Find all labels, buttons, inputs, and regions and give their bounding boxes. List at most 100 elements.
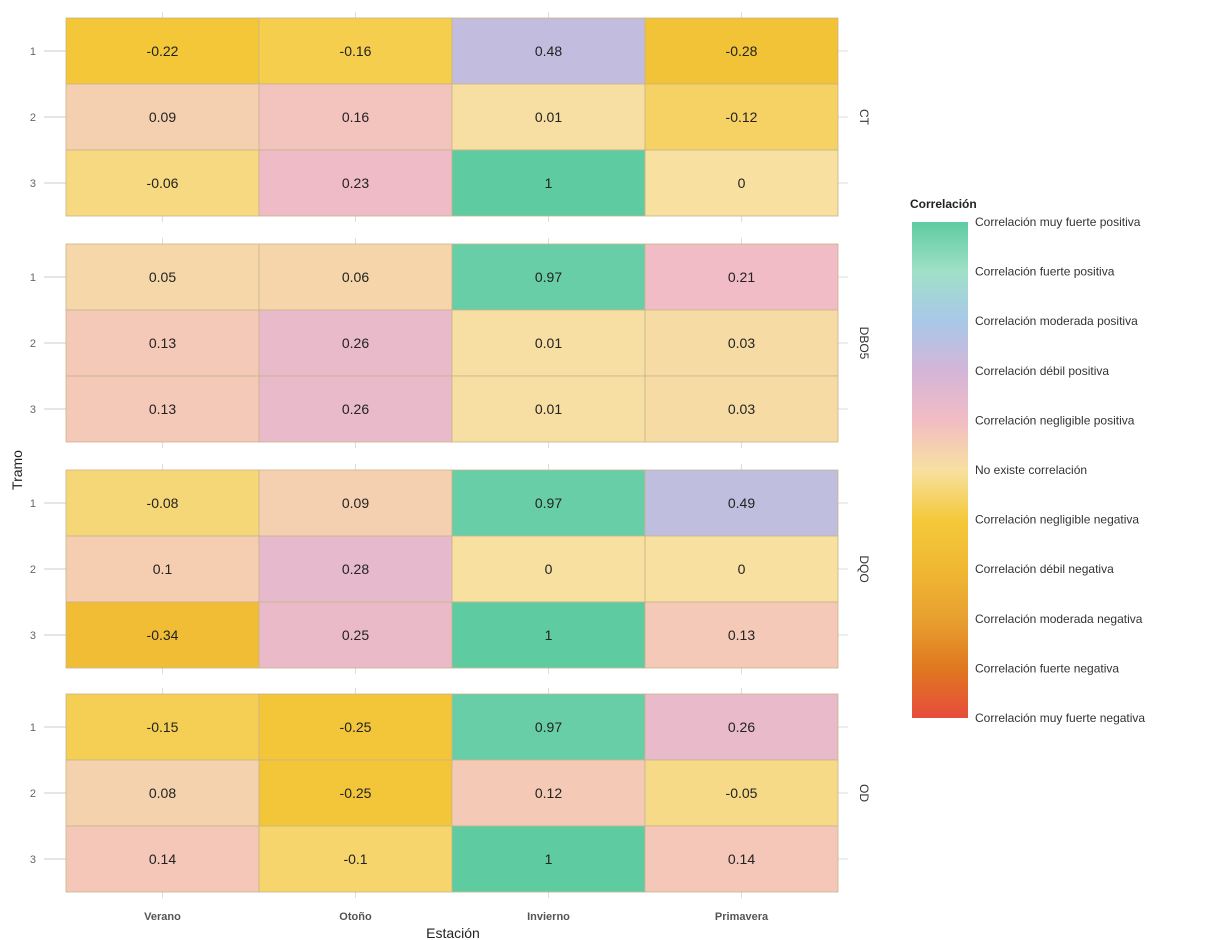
heatmap-cell xyxy=(65,17,260,85)
legend-label: Correlación negligible positiva xyxy=(975,413,1135,427)
heatmap-cell xyxy=(258,693,453,761)
heatmap-cell xyxy=(451,601,646,669)
y-tick-label: 2 xyxy=(30,564,36,576)
y-tick-label: 1 xyxy=(30,46,36,58)
heatmap-cell xyxy=(258,243,453,311)
heatmap-cell xyxy=(65,535,260,603)
y-tick-label: 1 xyxy=(30,722,36,734)
cell-value-label: 0 xyxy=(738,175,746,191)
heatmap-cell xyxy=(644,83,839,151)
cell-value-label: 0.28 xyxy=(342,561,369,577)
y-tick-label: 1 xyxy=(30,272,36,284)
cell-value-label: -0.25 xyxy=(340,785,372,801)
cell-value-label: -0.34 xyxy=(147,627,179,643)
cell-value-label: -0.08 xyxy=(147,495,179,511)
cell-value-label: 0.09 xyxy=(149,109,176,125)
heatmap-cell xyxy=(451,149,646,217)
cell-value-label: 0.23 xyxy=(342,175,369,191)
cell-value-label: 0.08 xyxy=(149,785,176,801)
cell-value-label: -0.12 xyxy=(726,109,758,125)
heatmap-cell xyxy=(644,17,839,85)
heatmap-cell xyxy=(65,825,260,893)
cell-value-label: 0.16 xyxy=(342,109,369,125)
heatmap-cell xyxy=(258,825,453,893)
legend-title: Correlación xyxy=(910,197,977,211)
cell-value-label: -0.15 xyxy=(147,719,179,735)
cell-value-label: 0.97 xyxy=(535,495,562,511)
heatmap-cell xyxy=(65,83,260,151)
cell-value-label: 0.09 xyxy=(342,495,369,511)
y-tick-label: 3 xyxy=(30,630,36,642)
legend-label: Correlación moderada negativa xyxy=(975,612,1143,626)
legend-color-bar xyxy=(912,222,968,718)
cell-value-label: 0.97 xyxy=(535,719,562,735)
x-axis-title: Estación xyxy=(426,925,480,940)
cell-value-label: 0.26 xyxy=(342,335,369,351)
heatmap-cell xyxy=(644,601,839,669)
y-tick-label: 1 xyxy=(30,498,36,510)
cell-value-label: 0.01 xyxy=(535,401,562,417)
heatmap-cell xyxy=(65,759,260,827)
heatmap-cell xyxy=(65,469,260,537)
heatmap-cell xyxy=(65,375,260,443)
heatmap-cell xyxy=(644,535,839,603)
heatmap-cell xyxy=(644,243,839,311)
cell-value-label: 0.06 xyxy=(342,269,369,285)
y-tick-label: 2 xyxy=(30,788,36,800)
cell-value-label: 0.01 xyxy=(535,335,562,351)
y-axis-title: Tramo xyxy=(9,450,25,490)
cell-value-label: -0.05 xyxy=(726,785,758,801)
heatmap-cell xyxy=(258,601,453,669)
heatmap-cell xyxy=(644,469,839,537)
cell-value-label: 0.25 xyxy=(342,627,369,643)
legend-label: Correlación fuerte negativa xyxy=(975,661,1119,675)
facet-label: DBO5 xyxy=(857,327,871,360)
legend-label: Correlación muy fuerte positiva xyxy=(975,215,1141,229)
heatmap-cell xyxy=(65,693,260,761)
heatmap-cell xyxy=(644,693,839,761)
y-tick-label: 3 xyxy=(30,404,36,416)
cell-value-label: 0.13 xyxy=(149,401,176,417)
cell-value-label: -0.06 xyxy=(147,175,179,191)
heatmap-cell xyxy=(451,693,646,761)
heatmap-cell xyxy=(451,469,646,537)
cell-value-label: -0.1 xyxy=(343,851,367,867)
heatmap-cell xyxy=(644,149,839,217)
cell-value-label: 1 xyxy=(545,175,553,191)
legend-label: Correlación fuerte positiva xyxy=(975,265,1115,279)
heatmap-cell xyxy=(258,375,453,443)
y-tick-label: 3 xyxy=(30,854,36,866)
y-tick-label: 2 xyxy=(30,338,36,350)
heatmap-cell xyxy=(451,309,646,377)
cell-value-label: 0.13 xyxy=(149,335,176,351)
cell-value-label: 0.14 xyxy=(149,851,176,867)
heatmap-cell xyxy=(258,759,453,827)
heatmap-cell xyxy=(644,825,839,893)
cell-value-label: 0 xyxy=(738,561,746,577)
cell-value-label: 0.03 xyxy=(728,401,755,417)
facet-label: DQO xyxy=(857,555,871,582)
cell-value-label: 1 xyxy=(545,851,553,867)
heatmap-cell xyxy=(65,309,260,377)
heatmap-cell xyxy=(451,243,646,311)
x-tick-label: Otoño xyxy=(339,911,372,923)
cell-value-label: 0.26 xyxy=(728,719,755,735)
facet-label: CT xyxy=(857,109,871,126)
heatmap-cell xyxy=(451,825,646,893)
x-tick-label: Primavera xyxy=(715,911,769,923)
heatmap-cell xyxy=(451,759,646,827)
legend-label: Correlación débil positiva xyxy=(975,364,1109,378)
cell-value-label: 0.05 xyxy=(149,269,176,285)
cell-value-label: 0.48 xyxy=(535,43,562,59)
cell-value-label: 1 xyxy=(545,627,553,643)
cell-value-label: -0.16 xyxy=(340,43,372,59)
heatmap-cell xyxy=(65,601,260,669)
heatmap-cell xyxy=(258,17,453,85)
x-tick-label: Verano xyxy=(144,911,181,923)
cell-value-label: 0.14 xyxy=(728,851,755,867)
cell-value-label: -0.22 xyxy=(147,43,179,59)
heatmap-cell xyxy=(451,83,646,151)
y-tick-label: 2 xyxy=(30,112,36,124)
heatmap-cell xyxy=(65,149,260,217)
